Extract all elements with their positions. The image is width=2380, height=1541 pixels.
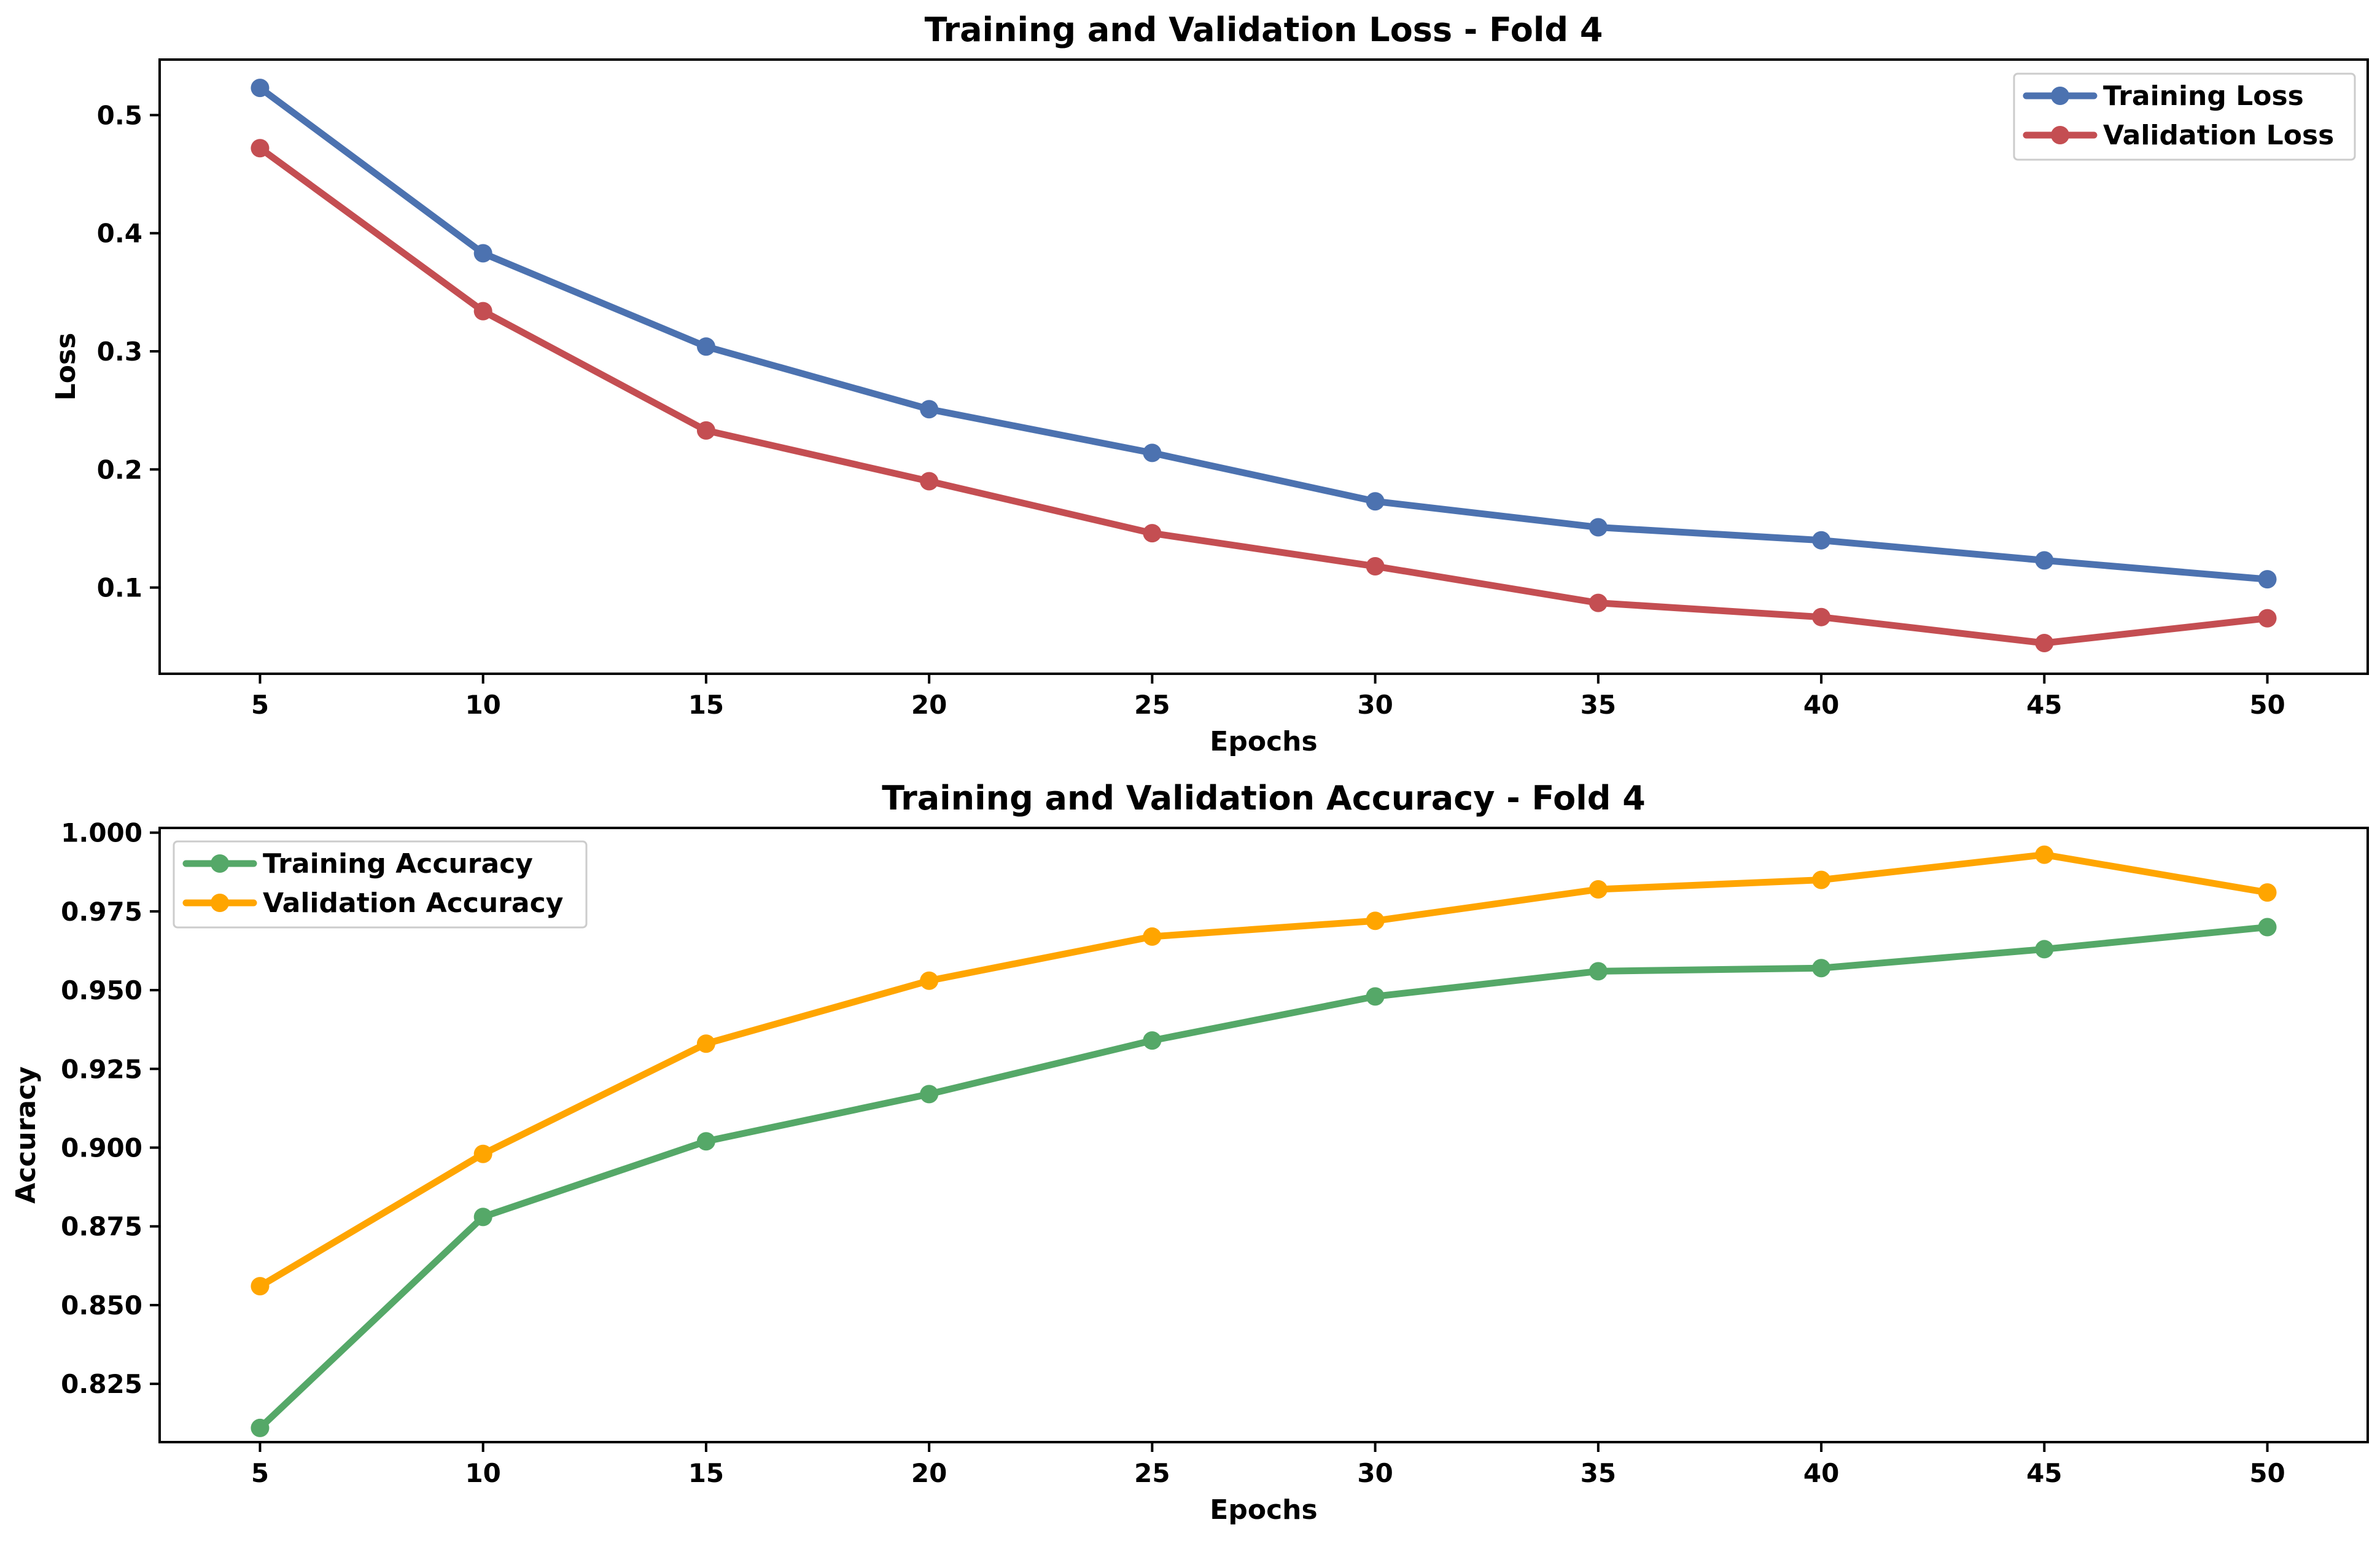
training-accuracy-point: [1589, 962, 1608, 981]
training-accuracy-point: [2258, 918, 2277, 937]
loss-x-tick-label: 50: [2249, 690, 2285, 720]
validation-accuracy-legend-label: Validation Accuracy: [263, 888, 563, 919]
loss-x-tick-label: 10: [465, 690, 500, 720]
validation-loss-legend-label: Validation Loss: [2103, 120, 2334, 151]
validation-loss-point: [251, 139, 270, 158]
accuracy-x-tick-label: 10: [465, 1458, 500, 1488]
training-accuracy-legend-marker: [211, 854, 229, 873]
training-loss-point: [1366, 492, 1385, 511]
training-accuracy-point: [473, 1207, 492, 1227]
loss-axes-frame: [158, 58, 2369, 675]
training-accuracy-point: [1143, 1031, 1162, 1050]
validation-loss-point: [2035, 634, 2054, 652]
training-loss-point: [1812, 531, 1831, 550]
accuracy-y-tick-label: 0.950: [61, 975, 142, 1005]
validation-accuracy-point: [2035, 845, 2054, 864]
training-accuracy-line: [256, 924, 2271, 1432]
validation-loss-point: [1812, 607, 1831, 626]
accuracy-y-tick-label: 0.850: [61, 1290, 142, 1321]
training-accuracy-legend-label: Training Accuracy: [263, 848, 533, 880]
loss-chart-panel: Training and Validation Loss - Fold 4 5 10…: [50, 10, 2369, 757]
accuracy-x-tick-label: 35: [1581, 1458, 1616, 1488]
validation-accuracy-legend-marker: [211, 894, 229, 912]
training-loss-point: [251, 79, 270, 98]
loss-x-tick-label: 45: [2026, 690, 2062, 720]
validation-accuracy-line: [256, 851, 2271, 1290]
loss-x-tick-label: 40: [1803, 690, 1839, 720]
validation-loss-line: [256, 144, 2271, 647]
loss-x-tick-label: 20: [911, 690, 947, 720]
training-loss-point: [1143, 443, 1162, 462]
accuracy-x-tick-label: 30: [1357, 1458, 1393, 1488]
loss-y-tick-label: 0.2: [97, 454, 142, 485]
training-accuracy-point: [251, 1418, 270, 1437]
accuracy-x-tick-label: 20: [911, 1458, 947, 1488]
training-accuracy-point: [920, 1085, 939, 1104]
validation-accuracy-point: [696, 1034, 715, 1053]
training-loss-legend-marker: [2051, 87, 2069, 105]
validation-accuracy-point: [920, 971, 939, 990]
accuracy-y-tick-label: 0.900: [61, 1133, 142, 1163]
validation-loss-legend-marker: [2051, 126, 2069, 144]
accuracy-x-axis-label: Epochs: [1210, 1494, 1317, 1526]
validation-loss-point: [1589, 593, 1608, 612]
accuracy-x-tick-label: 25: [1134, 1458, 1170, 1488]
loss-x-tick-label: 15: [688, 690, 724, 720]
training-accuracy-point: [1366, 987, 1385, 1006]
training-loss-point: [1589, 518, 1608, 537]
accuracy-chart-title: Training and Validation Accuracy - Fold …: [882, 779, 1646, 817]
loss-legend-box: [2013, 72, 2356, 161]
training-loss-point: [696, 337, 715, 356]
loss-x-tick-label: 25: [1134, 690, 1170, 720]
accuracy-y-tick-label: 0.975: [61, 897, 142, 927]
training-loss-point: [2258, 570, 2277, 589]
validation-loss-point: [1143, 524, 1162, 543]
accuracy-y-tick-label: 0.925: [61, 1054, 142, 1084]
validation-accuracy-point: [251, 1277, 270, 1296]
training-loss-line: [256, 84, 2271, 583]
accuracy-x-tick-label: 45: [2026, 1458, 2062, 1488]
validation-accuracy-point: [1589, 880, 1608, 899]
validation-accuracy-point: [2258, 883, 2277, 902]
validation-loss-point: [1366, 557, 1385, 575]
validation-accuracy-point: [473, 1144, 492, 1163]
accuracy-y-tick-label: 0.875: [61, 1212, 142, 1242]
loss-x-tick-label: 5: [251, 690, 269, 720]
validation-accuracy-point: [1812, 870, 1831, 889]
training-loss-point: [2035, 551, 2054, 570]
loss-y-tick-label: 0.3: [97, 337, 142, 367]
training-loss-point: [920, 400, 939, 419]
accuracy-y-tick-label: 0.825: [61, 1369, 142, 1399]
accuracy-y-axis-label: Accuracy: [10, 1066, 42, 1204]
validation-loss-point: [696, 421, 715, 440]
loss-y-tick-label: 0.1: [97, 573, 142, 603]
loss-x-tick-label: 35: [1581, 690, 1616, 720]
loss-x-tick-label: 30: [1357, 690, 1393, 720]
training-accuracy-point: [2035, 940, 2054, 959]
validation-accuracy-point: [1143, 927, 1162, 946]
training-accuracy-point: [696, 1132, 715, 1151]
validation-accuracy-point: [1366, 911, 1385, 930]
accuracy-x-tick-label: 40: [1803, 1458, 1839, 1488]
training-loss-legend-label: Training Loss: [2103, 80, 2304, 112]
accuracy-legend-box: [173, 840, 588, 929]
accuracy-x-tick-label: 5: [251, 1458, 269, 1488]
validation-loss-point: [920, 472, 939, 491]
loss-x-axis-label: Epochs: [1210, 726, 1317, 757]
training-accuracy-point: [1812, 959, 1831, 978]
accuracy-chart-panel: Training and Validation Accuracy - Fold …: [10, 779, 2369, 1526]
loss-y-axis-label: Loss: [50, 333, 82, 401]
loss-y-tick-label: 0.4: [97, 219, 142, 249]
accuracy-y-tick-label: 1.000: [61, 818, 142, 848]
accuracy-x-tick-label: 15: [688, 1458, 724, 1488]
loss-y-tick-label: 0.5: [97, 100, 142, 130]
loss-chart-title: Training and Validation Loss - Fold 4: [925, 10, 1603, 49]
accuracy-axes-frame: [158, 827, 2369, 1443]
validation-loss-point: [473, 302, 492, 321]
validation-loss-point: [2258, 609, 2277, 628]
training-loss-point: [473, 244, 492, 263]
accuracy-x-tick-label: 50: [2249, 1458, 2285, 1488]
